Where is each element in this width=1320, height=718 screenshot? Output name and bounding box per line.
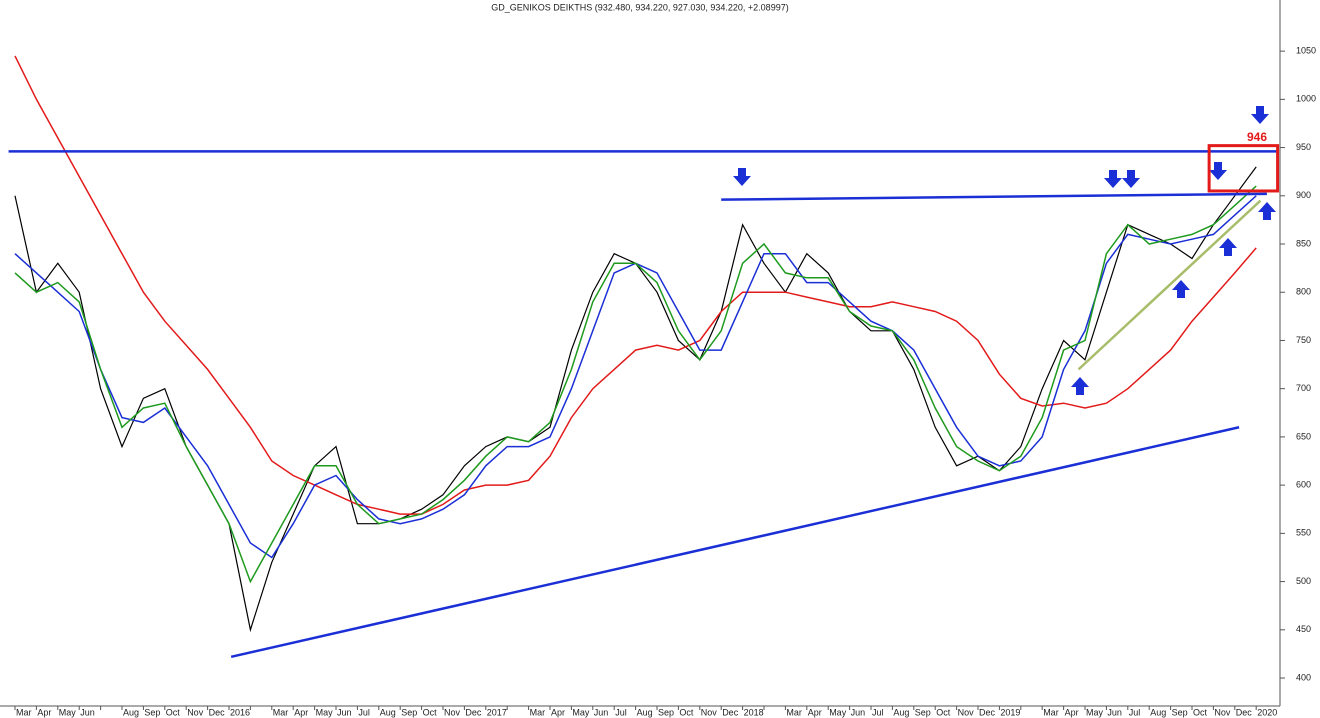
- trend-line: [230, 426, 1240, 659]
- x-tick-label: Apr: [1065, 707, 1079, 717]
- x-tick-label: Apr: [37, 707, 51, 717]
- x-tick-label: Jul: [1129, 707, 1141, 717]
- series-line: [14, 185, 1257, 584]
- x-tick-label: 2018: [744, 707, 764, 717]
- x-tick-label: Nov: [1214, 707, 1231, 717]
- x-tick-label: May: [316, 707, 334, 717]
- down-arrow: [1122, 170, 1140, 188]
- x-tick-label: Sep: [915, 707, 931, 717]
- y-tick-label: 1000: [1296, 94, 1316, 104]
- x-tick-label: Sep: [1172, 707, 1188, 717]
- trend-line: [721, 192, 1267, 201]
- y-tick-label: 950: [1296, 142, 1311, 152]
- x-tick-label: Sep: [144, 707, 160, 717]
- down-arrow: [1251, 106, 1269, 124]
- x-tick-label: Oct: [1193, 707, 1208, 717]
- x-tick-label: Dec: [465, 707, 482, 717]
- x-tick-label: Dec: [722, 707, 739, 717]
- x-tick-label: Mar: [530, 707, 546, 717]
- x-tick-label: Oct: [679, 707, 694, 717]
- up-arrow: [1172, 280, 1190, 298]
- x-tick-label: Apr: [808, 707, 822, 717]
- y-tick-label: 700: [1296, 383, 1311, 393]
- x-tick-label: Mar: [273, 707, 289, 717]
- x-tick-label: May: [1086, 707, 1104, 717]
- x-tick-label: Jun: [851, 707, 866, 717]
- x-tick-label: Sep: [658, 707, 674, 717]
- x-tick-label: Aug: [1150, 707, 1166, 717]
- x-tick-label: 2016: [230, 707, 250, 717]
- x-tick-label: Jun: [594, 707, 609, 717]
- down-arrow: [733, 168, 751, 186]
- x-tick-label: May: [572, 707, 590, 717]
- y-tick-label: 450: [1296, 624, 1311, 634]
- x-tick-label: Mar: [1043, 707, 1059, 717]
- x-tick-label: Dec: [1236, 707, 1253, 717]
- x-tick-label: Oct: [166, 707, 181, 717]
- highlight-box: [1207, 144, 1280, 193]
- x-tick-label: Aug: [123, 707, 139, 717]
- x-tick-label: 2019: [1000, 707, 1020, 717]
- x-tick-label: Jul: [872, 707, 884, 717]
- x-tick-label: Sep: [401, 707, 417, 717]
- y-tick-label: 600: [1296, 480, 1311, 490]
- y-tick-label: 550: [1296, 528, 1311, 538]
- x-tick-label: Apr: [294, 707, 308, 717]
- y-tick-label: 850: [1296, 238, 1311, 248]
- chart-title: GD_GENIKOS DEIKTHS (932.480, 934.220, 92…: [491, 2, 788, 12]
- y-tick-label: 900: [1296, 190, 1311, 200]
- x-tick-label: 2020: [1257, 707, 1277, 717]
- x-tick-label: Jul: [615, 707, 627, 717]
- y-tick-label: 750: [1296, 335, 1311, 345]
- x-tick-label: 2017: [487, 707, 507, 717]
- y-tick-label: 650: [1296, 431, 1311, 441]
- x-tick-label: Oct: [423, 707, 438, 717]
- y-tick-label: 400: [1296, 672, 1311, 682]
- x-tick-label: May: [829, 707, 847, 717]
- x-tick-label: Dec: [209, 707, 226, 717]
- x-tick-label: Jun: [80, 707, 95, 717]
- x-tick-label: Nov: [958, 707, 975, 717]
- series-line: [14, 55, 1257, 515]
- annotation: 946: [1247, 130, 1267, 144]
- up-arrow: [1258, 202, 1276, 220]
- x-tick-label: Aug: [893, 707, 909, 717]
- x-tick-label: Nov: [444, 707, 461, 717]
- y-tick-label: 1050: [1296, 45, 1316, 55]
- x-tick-label: Nov: [701, 707, 718, 717]
- x-tick-label: Nov: [187, 707, 204, 717]
- x-tick-label: Aug: [380, 707, 396, 717]
- x-tick-label: Jun: [1107, 707, 1122, 717]
- x-tick-label: May: [59, 707, 77, 717]
- up-arrow: [1071, 377, 1089, 395]
- x-tick-label: Dec: [979, 707, 996, 717]
- x-tick-label: Jul: [358, 707, 370, 717]
- x-tick-label: Mar: [16, 707, 32, 717]
- x-tick-label: Jun: [337, 707, 352, 717]
- y-tick-label: 800: [1296, 287, 1311, 297]
- y-tick-label: 500: [1296, 576, 1311, 586]
- trend-line: [1077, 199, 1262, 371]
- x-tick-label: Oct: [936, 707, 951, 717]
- down-arrow: [1209, 162, 1227, 180]
- x-tick-label: Apr: [551, 707, 565, 717]
- up-arrow: [1219, 238, 1237, 256]
- x-tick-label: Aug: [637, 707, 653, 717]
- arrows: [733, 106, 1276, 395]
- down-arrow: [1104, 170, 1122, 188]
- x-tick-label: Mar: [786, 707, 802, 717]
